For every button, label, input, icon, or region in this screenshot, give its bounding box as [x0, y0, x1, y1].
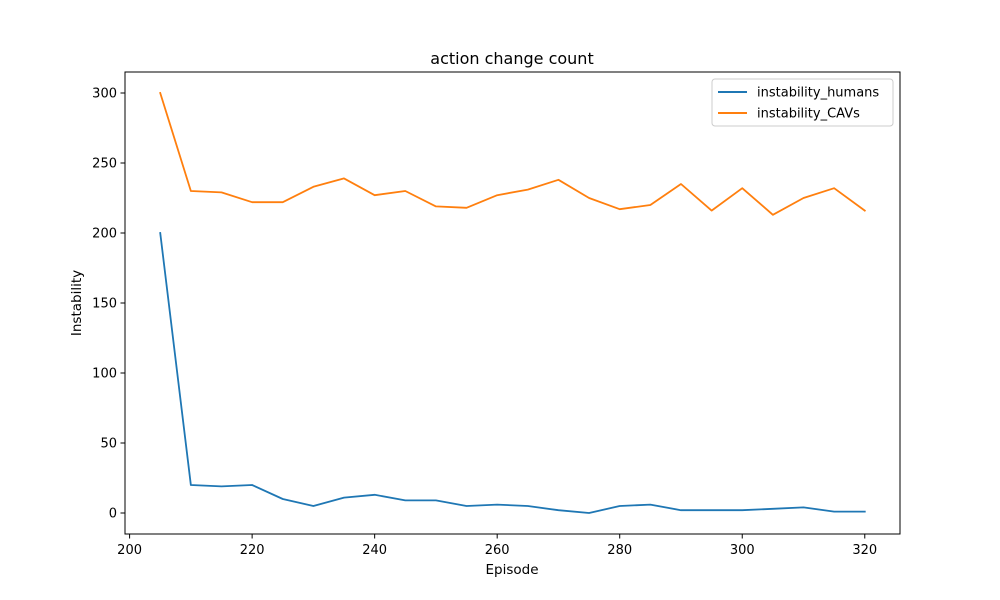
x-axis-label: Episode — [485, 562, 538, 578]
x-tick-label: 200 — [117, 543, 142, 558]
legend-label-instability-cavs: instability_CAVs — [757, 107, 860, 122]
x-tick-label: 240 — [362, 543, 387, 558]
y-tick-label: 150 — [92, 297, 117, 312]
x-tick-label: 260 — [485, 543, 510, 558]
y-axis-label: Instability — [69, 270, 85, 336]
plot-area-frame — [124, 71, 901, 535]
series-line-instability-humans — [159, 231, 866, 514]
y-axis-ticks: 0 50 100 150 200 250 300 — [92, 87, 125, 522]
x-axis-ticks: 200 220 240 260 280 300 320 — [117, 534, 877, 558]
legend-label-instability-humans: instability_humans — [757, 86, 879, 101]
y-tick-label: 250 — [92, 157, 117, 172]
series-lines — [159, 91, 867, 514]
y-tick-label: 300 — [92, 87, 117, 102]
y-tick-label: 0 — [109, 507, 117, 522]
x-tick-label: 280 — [607, 543, 632, 558]
x-tick-label: 320 — [852, 543, 877, 558]
x-tick-label: 300 — [730, 543, 755, 558]
y-tick-label: 100 — [92, 367, 117, 382]
legend-box — [711, 78, 894, 127]
x-tick-label: 220 — [240, 543, 265, 558]
y-tick-label: 200 — [92, 227, 117, 242]
series-line-instability-cavs — [159, 91, 867, 216]
chart-title: action change count — [430, 49, 593, 68]
legend: instability_humans instability_CAVs — [711, 78, 894, 127]
y-tick-label: 50 — [100, 437, 117, 452]
